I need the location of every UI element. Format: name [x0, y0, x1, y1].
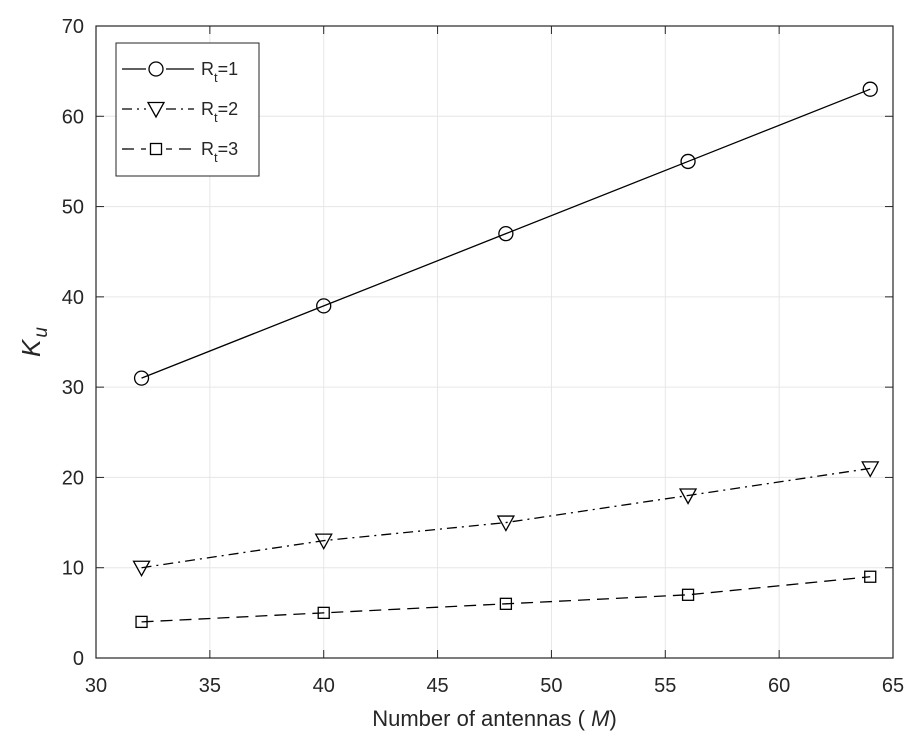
series-2-point — [678, 488, 698, 505]
x-axis-label: Number of antennas ( M) — [372, 706, 617, 731]
legend-entry-3: Rt=3 — [122, 139, 238, 165]
series-2-point — [496, 515, 515, 532]
legend-marker — [149, 142, 163, 156]
series-2-point — [314, 533, 333, 550]
tick-layer: 30 35 40 45 50 55 60 65 0 10 20 30 40 50 60 70 — [62, 16, 904, 697]
series-layer — [132, 81, 880, 629]
series-3-point — [864, 570, 877, 583]
legend-label: Rt=3 — [201, 139, 238, 165]
series-3-point — [499, 597, 513, 610]
series-2 — [132, 461, 880, 578]
legend-entry-1: Rt=1 — [122, 59, 238, 85]
y-tick-label: 30 — [62, 377, 84, 399]
x-tick-label: 40 — [313, 675, 335, 697]
series-1-line — [141, 88, 871, 379]
legend-marker-bg — [146, 99, 166, 119]
series-1-point — [680, 153, 696, 170]
series-2-line — [141, 467, 871, 569]
x-tick-label: 50 — [540, 675, 562, 697]
series-1 — [133, 81, 878, 386]
legend-entry-2: Rt=2 — [122, 99, 238, 125]
x-tick-label: 65 — [882, 675, 904, 697]
series-1-point — [316, 298, 332, 314]
legend-marker — [148, 61, 164, 77]
x-tick-label: 45 — [426, 675, 448, 697]
series-2-point — [861, 461, 880, 478]
x-tick-label: 60 — [768, 675, 790, 697]
series-3-point — [681, 588, 695, 601]
y-tick-label: 50 — [62, 197, 84, 219]
axes-box — [95, 25, 894, 659]
series-3 — [135, 570, 877, 629]
series-3-point — [135, 615, 148, 629]
series-3-point — [317, 606, 330, 620]
series-1-point — [133, 370, 150, 386]
legend: Rt=1 Rt=2 Rt=3 — [115, 42, 260, 177]
x-tick-label: 35 — [199, 675, 221, 697]
x-tick-label: 55 — [654, 675, 676, 697]
y-tick-label: 0 — [73, 648, 84, 670]
y-tick-label: 20 — [62, 467, 84, 489]
x-tick-label: 30 — [85, 675, 107, 697]
legend-label: Rt=1 — [201, 59, 238, 85]
y-axis-label: Ku — [16, 327, 52, 357]
series-1-point — [498, 226, 514, 242]
legend-marker-bg — [146, 139, 166, 159]
series-3-line — [141, 576, 871, 623]
y-tick-label: 40 — [62, 287, 84, 309]
series-1-point — [862, 81, 878, 97]
legend-label: Rt=2 — [201, 99, 238, 125]
y-tick-label: 10 — [62, 558, 84, 580]
legend-box — [115, 42, 260, 177]
y-tick-label: 60 — [62, 106, 84, 128]
series-2-point — [132, 560, 151, 578]
y-tick-label: 70 — [62, 16, 84, 38]
legend-marker — [146, 101, 166, 119]
